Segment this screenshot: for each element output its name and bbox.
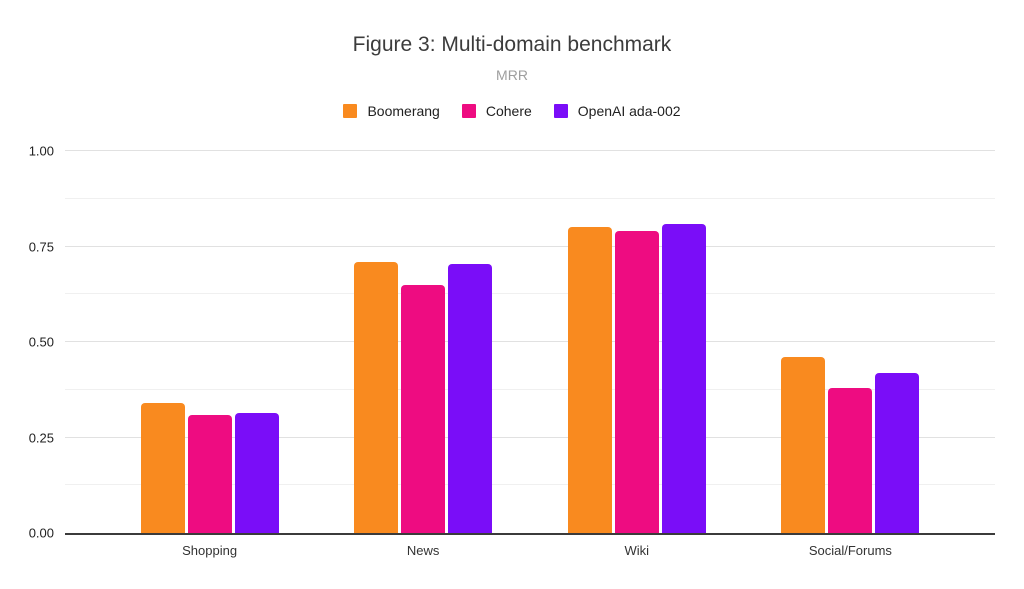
gridline-major [65,245,995,247]
legend-swatch-cohere [461,104,476,118]
bar-group-social-forums [781,151,920,533]
bar-openai-ada-002-social-forums [875,372,920,533]
bar-group-news [354,151,493,533]
legend-item-boomerang: Boomerang [343,103,440,119]
legend: Boomerang Cohere OpenAI ada-002 [0,103,1024,119]
y-tick-label: 0.00 [28,525,54,541]
x-axis-labels: Shopping News Wiki Social/Forums [65,543,995,558]
gridline-major [65,150,995,151]
y-tick-label: 1.00 [28,143,54,159]
legend-swatch-openai-ada-002 [553,104,568,118]
bar-openai-ada-002-news [448,263,493,533]
bar-cohere-shopping [187,414,232,533]
x-axis-label-news: News [406,543,440,558]
bar-openai-ada-002-shopping [234,412,279,533]
chart-subtitle: MRR [496,67,528,83]
gridline-minor [65,197,995,199]
y-tick-label: 0.50 [28,334,54,350]
bar-boomerang-news [354,261,399,533]
legend-swatch-boomerang [343,104,358,118]
chart-title: Figure 3: Multi-domain benchmark [352,33,672,56]
gridline-major [65,341,995,342]
legend-label: Boomerang [367,103,440,119]
bar-cohere-wiki [614,231,659,533]
legend-label: OpenAI ada-002 [577,103,681,119]
legend-label: Cohere [485,103,532,119]
bar-boomerang-social-forums [781,357,826,533]
x-axis-label-shopping: Shopping [182,543,238,558]
bar-boomerang-shopping [140,403,185,533]
bar-groups [65,151,995,533]
gridline-minor [65,388,995,390]
y-tick-label: 0.25 [28,430,54,445]
plot-area: 0.00 0.25 0.50 0.75 1.00 [29,144,995,541]
legend-item-openai-ada-002: OpenAI ada-002 [553,103,681,119]
y-tick-label: 0.75 [28,239,54,254]
bar-boomerang-wiki [567,227,612,533]
bar-cohere-social-forums [828,387,873,533]
gridline-major [65,436,995,438]
x-axis-label-social-forums: Social/Forums [808,543,892,558]
bar-cohere-news [401,284,446,533]
x-axis-label-wiki: Wiki [624,543,650,558]
bar-group-wiki [567,151,706,533]
legend-item-cohere: Cohere [461,103,532,119]
bar-openai-ada-002-wiki [661,223,706,533]
gridline-minor [65,484,995,486]
bar-group-shopping [140,151,279,533]
gridline-minor [65,293,995,295]
